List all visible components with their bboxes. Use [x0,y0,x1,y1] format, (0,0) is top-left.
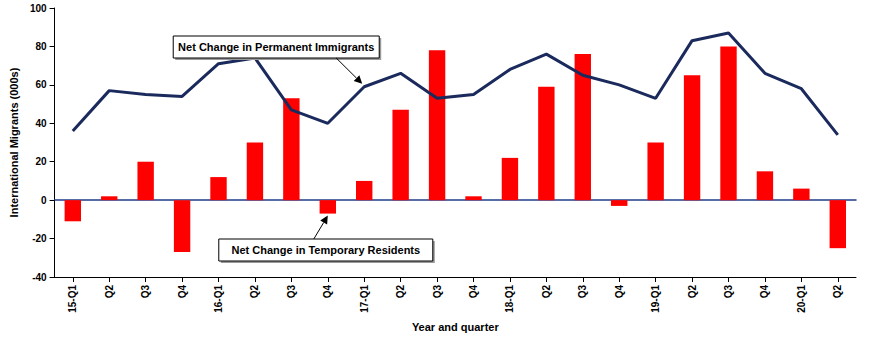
svg-text:80: 80 [35,41,47,52]
svg-text:Q2: Q2 [395,285,406,299]
svg-text:Q2: Q2 [687,285,698,299]
svg-text:60: 60 [35,79,47,90]
svg-text:Q4: Q4 [322,285,333,299]
svg-text:Q4: Q4 [468,285,479,299]
svg-text:Q4: Q4 [614,285,625,299]
svg-text:International Migrants (000s): International Migrants (000s) [8,67,20,217]
svg-text:Q4: Q4 [177,285,188,299]
svg-text:Q2: Q2 [104,285,115,299]
svg-text:Q2: Q2 [832,285,843,299]
svg-text:Net Change in Permanent Immigr: Net Change in Permanent Immigrants [178,41,374,53]
svg-text:16-Q1: 16-Q1 [213,285,224,313]
svg-text:Q2: Q2 [541,285,552,299]
svg-text:15-Q1: 15-Q1 [67,285,78,313]
svg-text:0: 0 [41,195,47,206]
svg-text:Q3: Q3 [577,285,588,299]
svg-text:Q3: Q3 [723,285,734,299]
svg-text:20-Q1: 20-Q1 [796,285,807,313]
svg-text:19-Q1: 19-Q1 [650,285,661,313]
svg-text:100: 100 [30,3,47,14]
svg-text:Q4: Q4 [759,285,770,299]
svg-text:40: 40 [35,118,47,129]
svg-text:Q2: Q2 [249,285,260,299]
svg-text:Q3: Q3 [140,285,151,299]
svg-text:Q3: Q3 [286,285,297,299]
svg-text:17-Q1: 17-Q1 [359,285,370,313]
svg-text:Q3: Q3 [432,285,443,299]
svg-text:-20: -20 [32,233,47,244]
svg-text:Net Change in Temporary Reside: Net Change in Temporary Residents [231,244,420,256]
svg-text:20: 20 [35,156,47,167]
svg-text:-40: -40 [32,272,47,283]
svg-text:18-Q1: 18-Q1 [504,285,515,313]
svg-text:Year and quarter: Year and quarter [412,321,500,333]
